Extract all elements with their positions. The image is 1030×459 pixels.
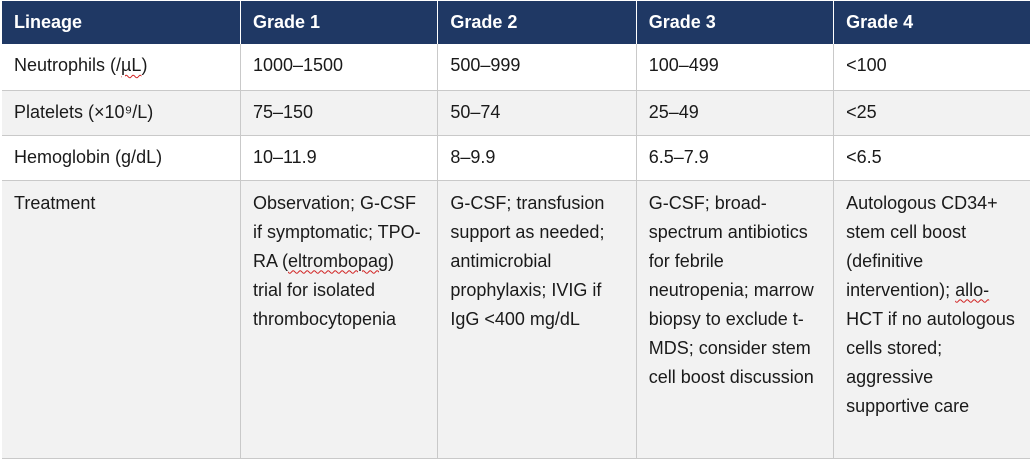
spellcheck-mark: eltrombopag: [287, 250, 389, 271]
header-grade-4: Grade 4: [833, 1, 1030, 44]
header-row: Lineage Grade 1 Grade 2 Grade 3 Grade 4: [2, 1, 1030, 44]
spellcheck-mark: allo-: [955, 279, 990, 300]
header-lineage: Lineage: [2, 1, 241, 44]
grade-3-cell: 25–49: [636, 90, 835, 136]
grade-2-treatment: G-CSF; transfusion support as needed; an…: [437, 180, 637, 459]
grade-4-cell: <25: [833, 90, 1030, 136]
table-row-neutrophils: Neutrophils (/µL) 1000–1500 500–999 100–…: [2, 44, 1030, 91]
grade-2-cell: 50–74: [437, 90, 637, 136]
row-label: Hemoglobin (g/dL): [2, 135, 241, 181]
row-label: Platelets (×10⁹/L): [2, 90, 241, 136]
table-row-hemoglobin: Hemoglobin (g/dL) 10–11.9 8–9.9 6.5–7.9 …: [2, 135, 1030, 181]
grade-3-cell: 100–499: [636, 44, 835, 91]
grade-3-cell: 6.5–7.9: [636, 135, 835, 181]
table-row-platelets: Platelets (×10⁹/L) 75–150 50–74 25–49 <2…: [2, 90, 1030, 136]
header-grade-2: Grade 2: [437, 1, 637, 44]
grade-1-cell: 1000–1500: [240, 44, 439, 91]
table-row-treatment: Treatment Observation; G-CSF if symptoma…: [2, 180, 1030, 459]
grade-2-cell: 500–999: [437, 44, 637, 91]
row-label: Neutrophils (/µL): [2, 44, 241, 91]
header-grade-3: Grade 3: [636, 1, 835, 44]
spellcheck-mark: µL: [121, 55, 142, 75]
lineage-label: Neutrophils (/µL): [14, 55, 148, 75]
grade-1-treatment: Observation; G-CSF if symptomatic; TPO-R…: [240, 180, 439, 459]
grade-2-cell: 8–9.9: [437, 135, 637, 181]
grade-3-treatment: G-CSF; broad-spectrum antibiotics for fe…: [636, 180, 835, 459]
grade-4-treatment: Autologous CD34+ stem cell boost (defini…: [833, 180, 1030, 459]
grade-1-cell: 75–150: [240, 90, 439, 136]
grade-1-cell: 10–11.9: [240, 135, 439, 181]
header-grade-1: Grade 1: [240, 1, 439, 44]
grade-4-cell: <100: [833, 44, 1030, 91]
row-label: Treatment: [2, 180, 241, 459]
grade-4-cell: <6.5: [833, 135, 1030, 181]
